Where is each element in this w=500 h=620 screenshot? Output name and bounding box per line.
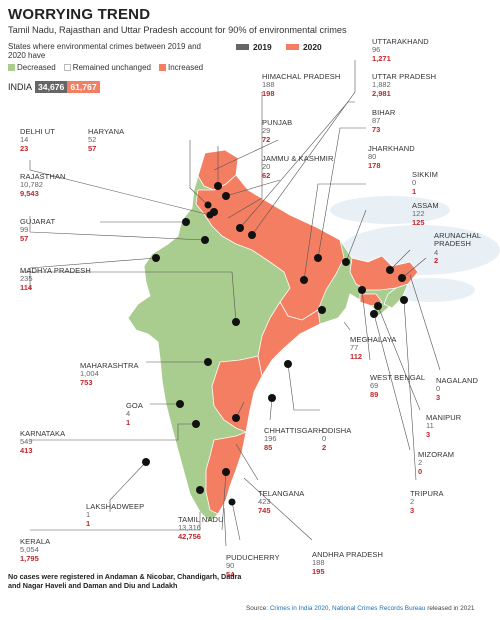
label-assam: ASSAM 122 125: [412, 201, 439, 227]
label-puducherry: PUDUCHERRY 90 54: [226, 553, 280, 579]
state-markers: [142, 182, 408, 506]
legend-unchanged: Remained unchanged: [63, 63, 151, 72]
label-tamil-nadu: TAMIL NADU 13,316 42,756: [178, 515, 224, 541]
label-maharashtra: MAHARASHTRA 1,004 753: [80, 361, 139, 387]
footnote: No cases were registered in Andaman & Ni…: [8, 572, 242, 590]
region-east-coast: [257, 301, 321, 378]
india-2019: 34,676: [35, 81, 68, 93]
label-goa: GOA 4 1: [126, 401, 143, 427]
legend-2019: 2019: [236, 42, 272, 52]
label-karnataka: KARNATAKA 549 413: [20, 429, 66, 455]
legend-heading: States where environmental crimes betwee…: [8, 42, 201, 60]
page-title: WORRYING TREND: [8, 6, 151, 23]
label-himachal-pradesh: HIMACHAL PRADESH 188 198: [262, 72, 341, 98]
label-lakshadweep: LAKSHADWEEP 1 1: [86, 502, 145, 528]
label-gujarat: GUJARAT 99 57: [20, 217, 56, 243]
label-odisha: ODISHA 0 2: [322, 426, 352, 452]
label-haryana: HARYANA 52 57: [88, 127, 125, 153]
label-uttar-pradesh: UTTAR PRADESH 1,882 2,981: [372, 72, 437, 98]
label-madhya-pradesh: MADHYA PRADESH 235 114: [20, 266, 91, 292]
label-jammu-kashmir: JAMMU & KASHMIR 20 62: [262, 154, 334, 180]
label-sikkim: SIKKIM 0 1: [412, 170, 439, 196]
label-andhra-pradesh: ANDHRA PRADESH 188 195: [312, 550, 383, 576]
label-tripura: TRIPURA 2 3: [410, 489, 444, 515]
label-mizoram: MIZORAM 2 0: [418, 450, 455, 476]
label-punjab: PUNJAB 29 72: [262, 118, 293, 144]
legend-increased: Increased: [158, 63, 203, 72]
source-link-ncrb[interactable]: National Crimes Records Bureau: [332, 605, 426, 612]
category-legend: Decreased Remained unchanged Increased: [8, 63, 203, 72]
page-subtitle: Tamil Nadu, Rajasthan and Uttar Pradesh …: [8, 25, 347, 35]
leader-lines: [20, 60, 441, 547]
label-delhi: DELHI UT 14 23: [20, 127, 55, 153]
label-telangana: TELANGANA 423 745: [258, 489, 305, 515]
swatch-2019: [236, 44, 249, 50]
region-telangana-andhra: [211, 355, 263, 433]
india-2020: 61,767: [67, 81, 100, 93]
label-rajasthan: RAJASTHAN 10,782 9,543: [20, 172, 66, 198]
label-kerala: KERALA 5,054 1,795: [20, 537, 51, 563]
source-link-crimes-in-india[interactable]: Crimes in India 2020: [269, 605, 329, 612]
label-uttarakhand: UTTARAKHAND 96 1,271: [372, 37, 429, 63]
label-west-bengal: WEST BENGAL 69 89: [370, 373, 426, 399]
label-jharkhand: JHARKHAND 80 178: [368, 144, 415, 170]
source-line: Source: Crimes in India 2020, National C…: [246, 605, 475, 612]
label-nagaland: NAGALAND 0 3: [436, 376, 479, 402]
label-meghalaya: MEGHALAYA 77 112: [350, 335, 397, 361]
label-manipur: MANIPUR 11 3: [426, 413, 462, 439]
region-ne-decreased: [383, 283, 409, 309]
legend-2019-label: 2019: [253, 42, 272, 52]
swatch-2020: [286, 44, 299, 50]
legend-2020: 2020: [286, 42, 322, 52]
label-bihar: BIHAR 87 73: [372, 108, 396, 134]
india-label: INDIA: [8, 82, 33, 92]
label-arunachal-pradesh: ARUNACHAL PRADESH 4 2: [434, 231, 481, 266]
india-total: INDIA 34,676 61,767: [8, 81, 100, 93]
legend-decreased: Decreased: [8, 63, 56, 72]
legend-2020-label: 2020: [303, 42, 322, 52]
label-chhattisgarh: CHHATTISGARH 196 85: [264, 426, 324, 452]
